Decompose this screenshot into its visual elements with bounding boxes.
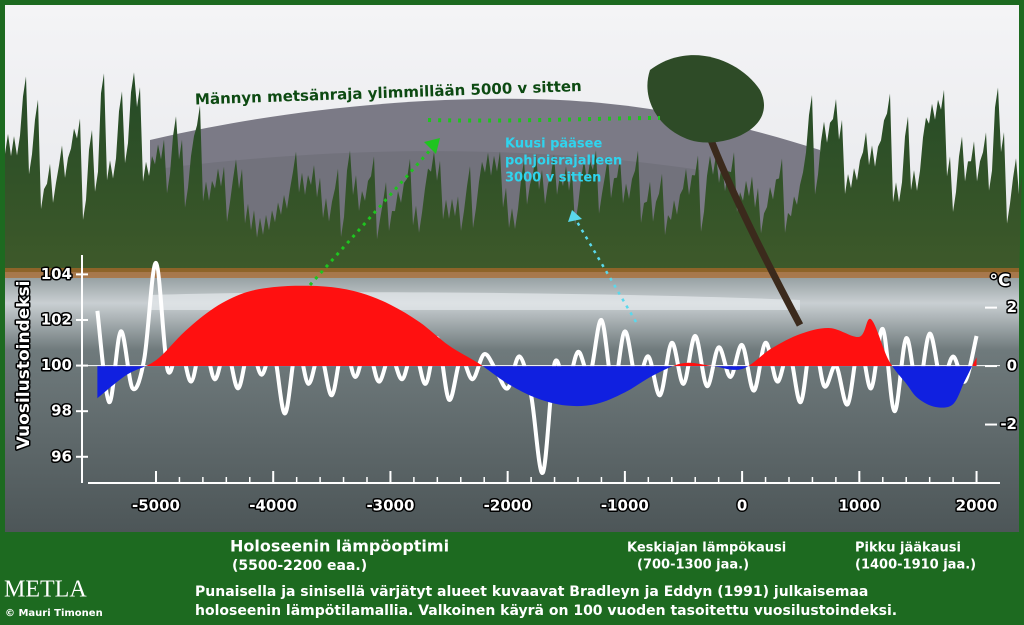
y2-tick-label: 2 [1007,298,1017,316]
annotation-arrows [308,116,661,323]
y-tick-label: 100 [41,356,72,374]
annotation: 3000 v sitten [505,171,601,186]
y-tick-label: 96 [51,447,72,465]
caption: holoseenin lämpötilamallia. Valkoinen kä… [195,603,897,619]
y2-axis-label: °C [990,271,1011,291]
y-tick-label: 98 [51,402,72,420]
annotation: Kuusi pääsee [505,137,602,152]
footer: Holoseenin lämpöoptimi (5500-2200 eaa.) … [4,537,976,620]
temperature-area [97,366,977,408]
caption: Punaisella ja sinisellä värjätyt alueet … [195,584,868,600]
annotation: pohjoisrajalleen [505,154,622,169]
x-tick-label: 2000 [956,497,998,515]
period-name: Keskiajan lämpökausi [627,541,786,556]
y2-tick-label: -2 [1000,415,1017,433]
plot: 96 98 100 102 104 -2 0 2 -5000 -4000 -3000 -2000 -10… [39,255,1019,516]
x-tick-label: -3000 [366,497,414,515]
period-range: (5500-2200 eaa.) [232,558,367,574]
period-range: (1400-1910 jaa.) [855,558,976,573]
x-tick-label: 0 [737,497,747,515]
index-line [95,260,979,475]
x-tick-label: -5000 [132,497,180,515]
credit: © Mauri Timonen [5,608,103,619]
period-name: Holoseenin lämpöoptimi [230,537,449,556]
temperature-area [145,285,977,367]
period-range: (700-1300 jaa.) [637,558,749,573]
x-tick-label: 1000 [838,497,880,515]
y-axis-label: Vuosilustoindeksi [14,280,34,449]
x-tick-label: -4000 [249,497,297,515]
y-tick-label: 102 [41,310,72,328]
x-tick-label: -1000 [601,497,649,515]
y-tick-label: 104 [41,265,72,283]
x-tick-label: -2000 [484,497,532,515]
period-name: Pikku jääkausi [855,541,961,556]
logo: METLA [4,577,87,603]
y2-tick-label: 0 [1007,357,1017,375]
